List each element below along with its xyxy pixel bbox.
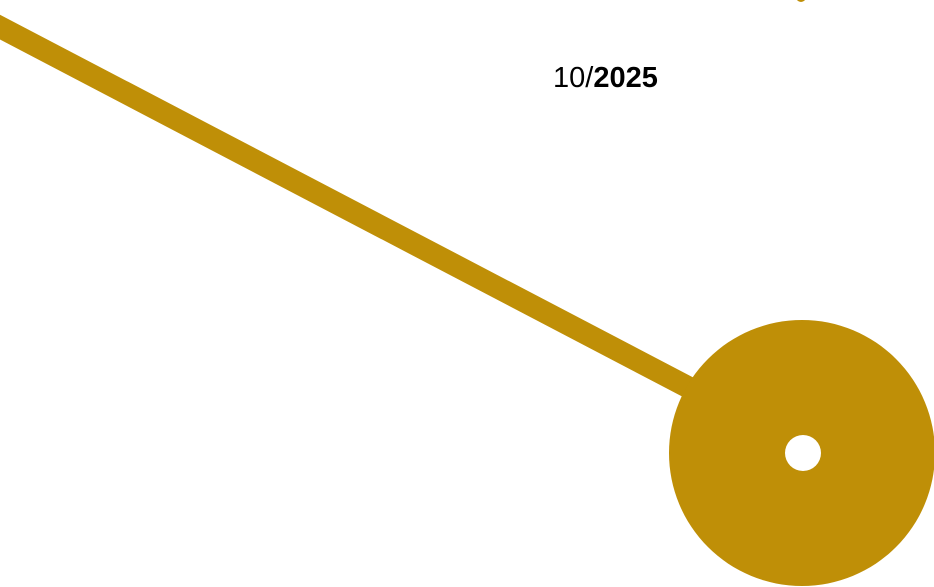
pendulum-rod [0,14,730,416]
corner-mark-fragment [797,0,805,2]
date-month: 10/ [553,62,594,94]
date-year: 2025 [593,62,658,94]
document-date: 10/2025 [553,60,658,96]
pendulum-bob-hole [785,435,821,471]
